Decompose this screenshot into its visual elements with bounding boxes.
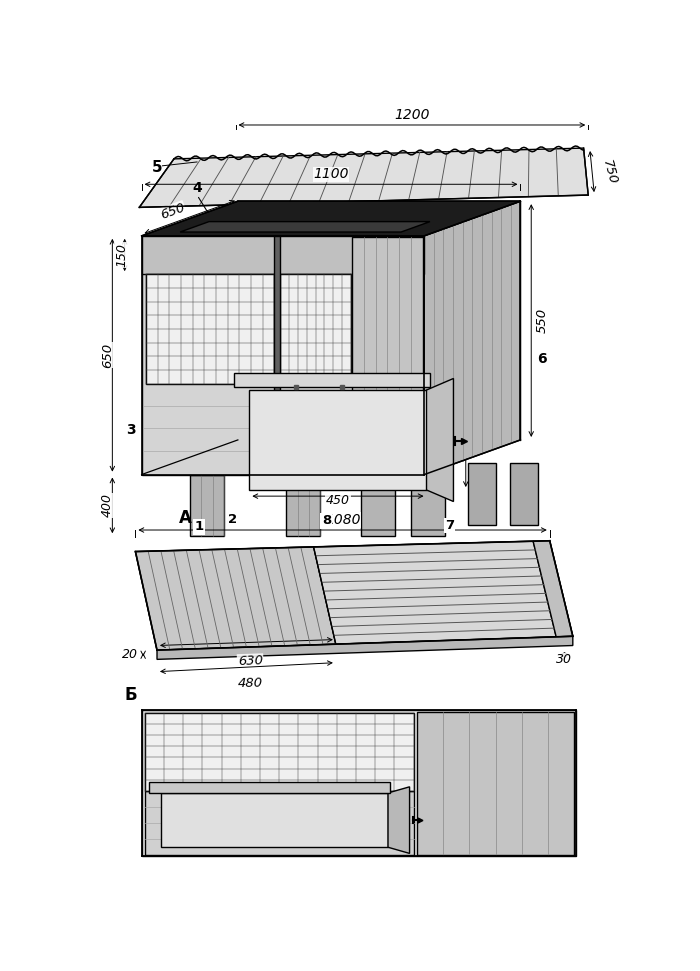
Polygon shape — [468, 463, 496, 524]
Text: 230: 230 — [393, 357, 416, 370]
Polygon shape — [141, 236, 424, 274]
Text: 300: 300 — [470, 428, 484, 452]
Text: 150: 150 — [115, 243, 128, 267]
Polygon shape — [190, 475, 224, 536]
Text: 2: 2 — [228, 513, 237, 525]
Polygon shape — [135, 541, 573, 651]
Polygon shape — [416, 712, 574, 854]
Text: 650: 650 — [158, 201, 186, 221]
Text: 20: 20 — [122, 649, 138, 661]
Polygon shape — [249, 390, 426, 490]
Text: 1100: 1100 — [314, 167, 349, 182]
Text: 1200: 1200 — [394, 108, 430, 122]
Polygon shape — [161, 793, 388, 848]
Polygon shape — [141, 710, 576, 856]
Text: 1080: 1080 — [325, 513, 360, 527]
Polygon shape — [352, 238, 423, 473]
Text: 3: 3 — [126, 423, 135, 437]
Polygon shape — [533, 541, 573, 637]
Text: 8: 8 — [322, 515, 331, 527]
Polygon shape — [141, 201, 521, 236]
Polygon shape — [141, 236, 424, 475]
Text: 750: 750 — [600, 158, 620, 185]
Polygon shape — [145, 790, 414, 854]
Text: Б: Б — [125, 686, 137, 704]
Text: 150: 150 — [214, 354, 241, 380]
Polygon shape — [149, 783, 391, 793]
Polygon shape — [139, 149, 588, 208]
Text: 7: 7 — [445, 519, 454, 532]
Text: 5: 5 — [152, 160, 162, 175]
Polygon shape — [426, 379, 454, 501]
Text: 6: 6 — [538, 352, 547, 366]
Polygon shape — [280, 274, 351, 384]
Polygon shape — [361, 475, 395, 536]
Polygon shape — [146, 274, 274, 384]
Polygon shape — [157, 636, 573, 659]
Polygon shape — [424, 201, 521, 475]
Text: А: А — [179, 509, 192, 527]
Polygon shape — [234, 373, 430, 387]
Text: 1: 1 — [195, 520, 204, 533]
Text: 4: 4 — [193, 181, 202, 195]
Text: 450: 450 — [326, 494, 350, 507]
Polygon shape — [510, 463, 538, 524]
Polygon shape — [388, 787, 409, 854]
Text: 400: 400 — [102, 493, 114, 518]
Polygon shape — [135, 547, 336, 651]
Polygon shape — [274, 236, 280, 475]
Text: 630: 630 — [237, 654, 263, 668]
Text: 550: 550 — [536, 308, 549, 333]
Polygon shape — [411, 475, 445, 536]
Polygon shape — [286, 475, 321, 536]
Text: 650: 650 — [102, 343, 114, 368]
Text: 30: 30 — [556, 653, 573, 666]
Polygon shape — [314, 541, 556, 644]
Text: 480: 480 — [237, 677, 263, 689]
Polygon shape — [145, 714, 414, 790]
Polygon shape — [180, 221, 430, 232]
